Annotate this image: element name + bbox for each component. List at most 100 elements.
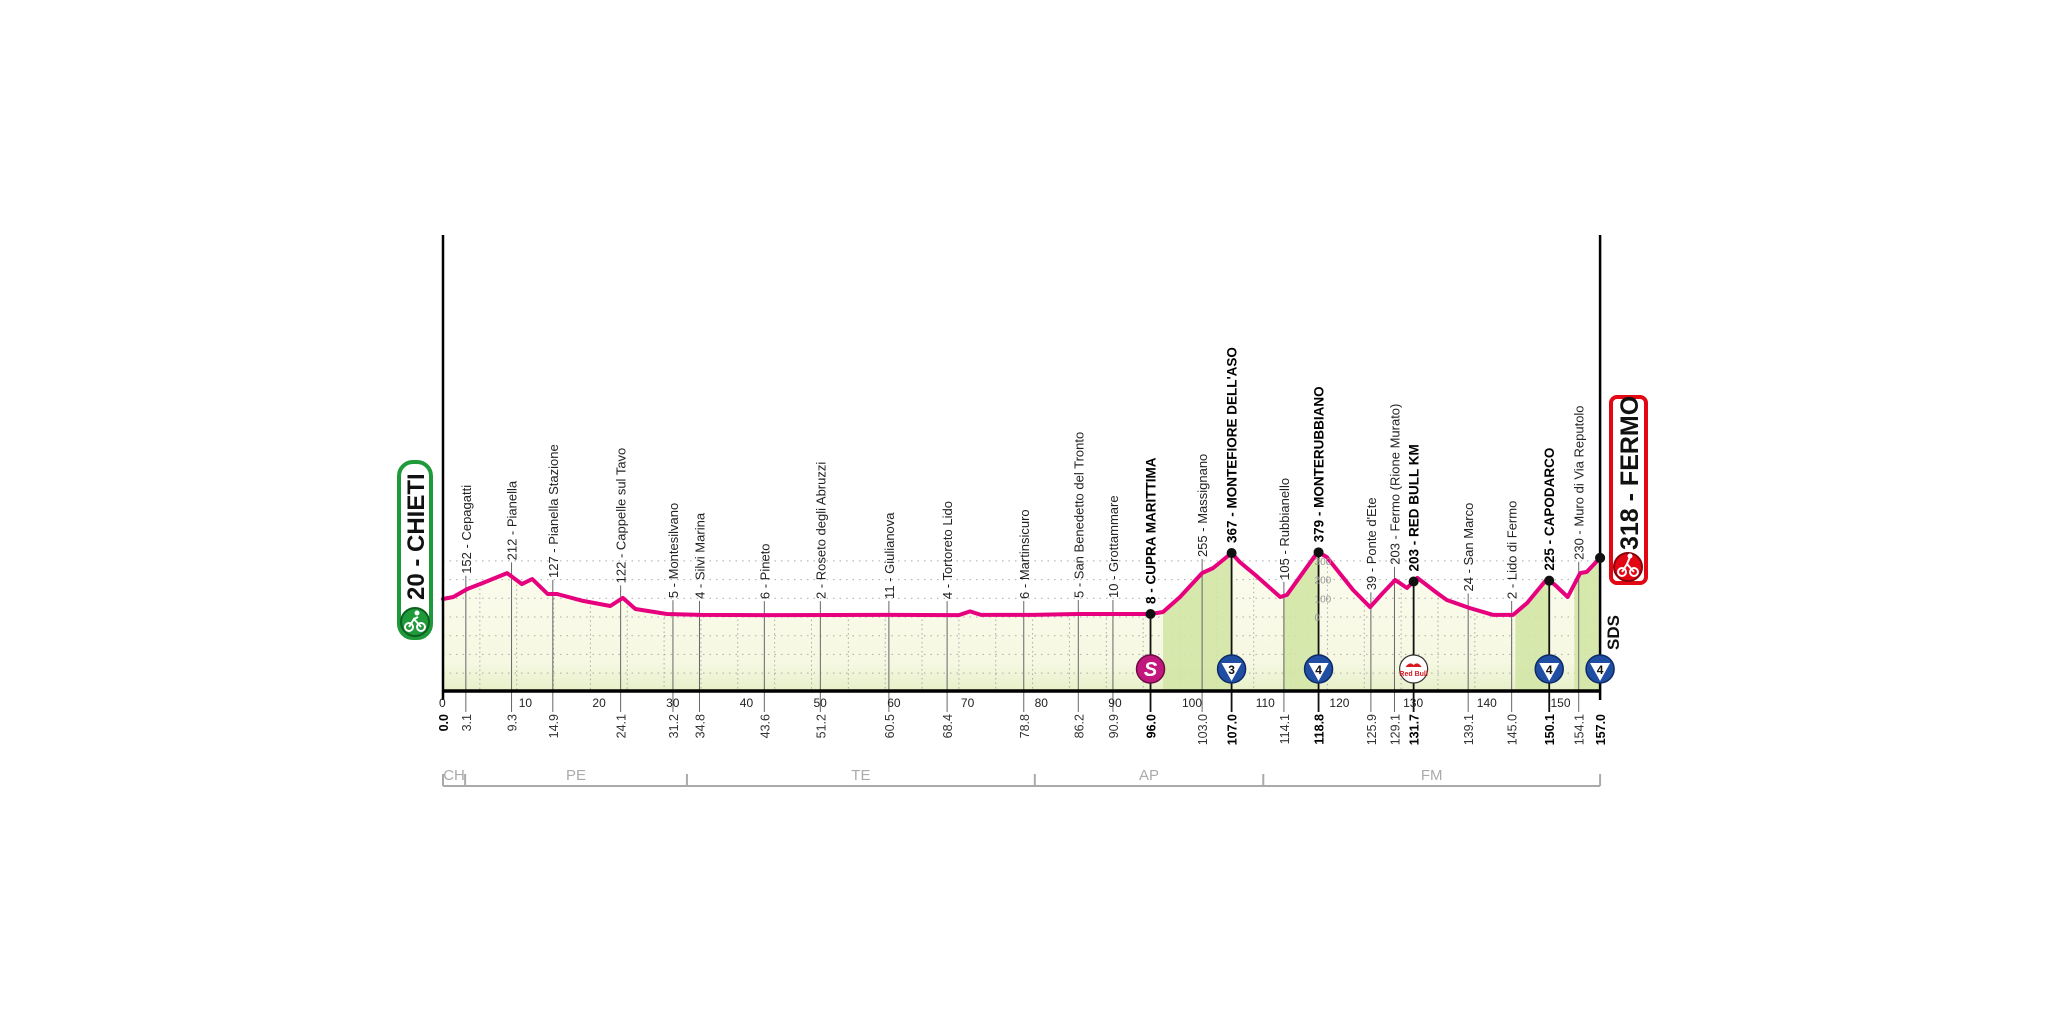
waypoint-km-label: 131.7 bbox=[1408, 714, 1422, 745]
waypoint-label: 24 - San Marco bbox=[1461, 503, 1476, 592]
start-label: 20 - CHIETI bbox=[403, 473, 430, 600]
waypoint-km-label: 145.0 bbox=[1506, 714, 1520, 745]
waypoint-label: 6 - Martinsicuro bbox=[1017, 509, 1032, 599]
start-badge: 20 - CHIETI bbox=[397, 460, 433, 640]
km-axis-tick-label: 50 bbox=[814, 696, 828, 710]
waypoint-label: 203 - Fermo (Rione Murato) bbox=[1387, 404, 1402, 565]
km-axis-tick-label: 120 bbox=[1329, 696, 1349, 710]
sponsor-sds-logo: SDS bbox=[1604, 615, 1623, 650]
finish-badge: 318 - FERMO bbox=[1609, 395, 1648, 585]
waypoint-km-label: 125.9 bbox=[1365, 714, 1379, 745]
waypoint-km-label: 139.1 bbox=[1462, 714, 1476, 745]
province-label: FM bbox=[1421, 767, 1443, 784]
waypoint-label: 127 - Pianella Stazione bbox=[546, 444, 561, 578]
waypoint-label: 122 - Cappelle sul Tavo bbox=[614, 448, 629, 584]
waypoint-km-label: 43.6 bbox=[758, 714, 772, 738]
waypoint-km-label: 154.1 bbox=[1573, 714, 1587, 745]
waypoint-km-label: 51.2 bbox=[814, 714, 828, 738]
waypoint-label: 11 - Giulianova bbox=[882, 512, 897, 599]
waypoint-label: 225 - CAPODARCO bbox=[1542, 448, 1557, 571]
waypoint-km-label: 86.2 bbox=[1072, 714, 1086, 738]
waypoint-dot bbox=[1145, 609, 1156, 620]
waypoint-label: 6 - Pineto bbox=[757, 543, 772, 599]
province-label: CH bbox=[443, 767, 465, 784]
kom-category-number: 4 bbox=[1315, 663, 1322, 677]
waypoint-label: 2 - Lido di Fermo bbox=[1505, 501, 1520, 599]
climb-zone-fill bbox=[1283, 551, 1319, 691]
kom-category-number: 3 bbox=[1228, 663, 1235, 677]
waypoint-km-label: 114.1 bbox=[1278, 714, 1292, 744]
sprint-icon bbox=[1135, 654, 1166, 684]
waypoint-label: 2 - Roseto degli Abruzzi bbox=[813, 462, 828, 599]
waypoint-km-label: 34.8 bbox=[693, 714, 707, 738]
waypoint-label: 4 - Tortoreto Lido bbox=[940, 501, 955, 599]
elevation-scale-label: 200 bbox=[1315, 576, 1332, 587]
waypoint-label: 39 - Ponte d'Ete bbox=[1364, 497, 1379, 590]
waypoint-km-label: 96.0 bbox=[1145, 714, 1159, 738]
finish-label: 318 - FERMO bbox=[1616, 396, 1644, 550]
waypoint-dot bbox=[1226, 548, 1237, 559]
waypoint-dot bbox=[1313, 547, 1324, 558]
km-axis-tick-label: 60 bbox=[887, 696, 901, 710]
kom-triangle-icon bbox=[1590, 663, 1611, 681]
km-axis-tick-label: 140 bbox=[1477, 696, 1497, 710]
kom-triangle-icon bbox=[1539, 663, 1560, 681]
elevation-scale-label: 300 bbox=[1315, 557, 1332, 568]
waypoint-label: 5 - San Benedetto del Tronto bbox=[1071, 432, 1086, 598]
waypoint-km-label: 60.5 bbox=[883, 714, 897, 738]
waypoint-dot bbox=[1408, 576, 1419, 587]
kom-category-number: 4 bbox=[1546, 663, 1553, 677]
km-axis-tick-label: 40 bbox=[740, 696, 754, 710]
km-axis-tick-label: 10 bbox=[519, 696, 533, 710]
waypoint-label: 105 - Rubbianello bbox=[1277, 478, 1292, 580]
waypoint-label: 152 - Cepagatti bbox=[459, 485, 474, 574]
waypoint-label: 367 - MONTEFIORE DELL'ASO bbox=[1225, 347, 1240, 543]
elevation-scale-label: 0 bbox=[1315, 613, 1321, 624]
waypoint-km-label: 9.3 bbox=[506, 714, 520, 731]
km-axis-tick-label: 20 bbox=[592, 696, 606, 710]
waypoint-km-label: 68.4 bbox=[941, 714, 955, 738]
waypoint-label: 379 - MONTERUBBIANO bbox=[1312, 386, 1327, 542]
km-axis-tick-label: 0 bbox=[439, 696, 446, 710]
province-label: AP bbox=[1139, 767, 1159, 784]
kom-triangle-icon bbox=[1221, 663, 1242, 681]
waypoint-km-label: 129.1 bbox=[1388, 714, 1402, 745]
waypoint-km-label: 3.1 bbox=[460, 714, 474, 731]
km-axis-tick-label: 90 bbox=[1108, 696, 1122, 710]
waypoint-dot bbox=[1544, 575, 1555, 586]
sprint-icon-letter: S bbox=[1144, 659, 1158, 681]
redbull-km-icon bbox=[1399, 654, 1429, 684]
waypoint-km-label: 103.0 bbox=[1196, 714, 1210, 745]
waypoint-label: 203 - RED BULL KM bbox=[1407, 444, 1422, 571]
waypoint-km-label: 107.0 bbox=[1226, 714, 1240, 745]
redbull-logo-text: Red Bull bbox=[1399, 671, 1427, 678]
waypoint-label: 5 - Montesilvano bbox=[666, 503, 681, 598]
province-label: PE bbox=[566, 767, 586, 784]
waypoint-label: 4 - Silvi Marina bbox=[692, 512, 707, 599]
waypoint-label: 10 - Grottammare bbox=[1106, 495, 1121, 598]
waypoint-km-label: 150.1 bbox=[1543, 714, 1557, 745]
elevation-scale-label: 100 bbox=[1315, 594, 1332, 605]
km-axis-tick-label: 100 bbox=[1182, 696, 1202, 710]
km-axis-tick-label: 150 bbox=[1551, 696, 1571, 710]
waypoint-km-label: 90.9 bbox=[1107, 714, 1121, 738]
km-axis-tick-label: 80 bbox=[1035, 696, 1049, 710]
km-axis-tick-label: 110 bbox=[1256, 696, 1275, 710]
km-axis-tick-label: 130 bbox=[1403, 696, 1423, 710]
waypoint-km-label: 14.9 bbox=[547, 714, 561, 738]
province-label: TE bbox=[851, 767, 870, 784]
km-axis-tick-label: 30 bbox=[666, 696, 680, 710]
waypoint-km-label: 31.2 bbox=[667, 714, 681, 738]
waypoint-km-label: 24.1 bbox=[615, 714, 629, 738]
start-bike-icon bbox=[400, 607, 430, 637]
finish-km-label: 157.0 bbox=[1594, 714, 1608, 745]
climb-zone-fill bbox=[1163, 553, 1232, 691]
waypoint-km-label: 78.8 bbox=[1018, 714, 1032, 738]
finish-dot bbox=[1595, 552, 1606, 563]
waypoint-label: 230 - Muro di Via Reputolo bbox=[1572, 405, 1587, 559]
waypoint-label: 8 - CUPRA MARITTIMA bbox=[1144, 457, 1159, 604]
start-km-label: 0.0 bbox=[437, 714, 451, 731]
kom-triangle-icon bbox=[1308, 663, 1329, 681]
elevation-profile-line bbox=[441, 549, 1603, 618]
